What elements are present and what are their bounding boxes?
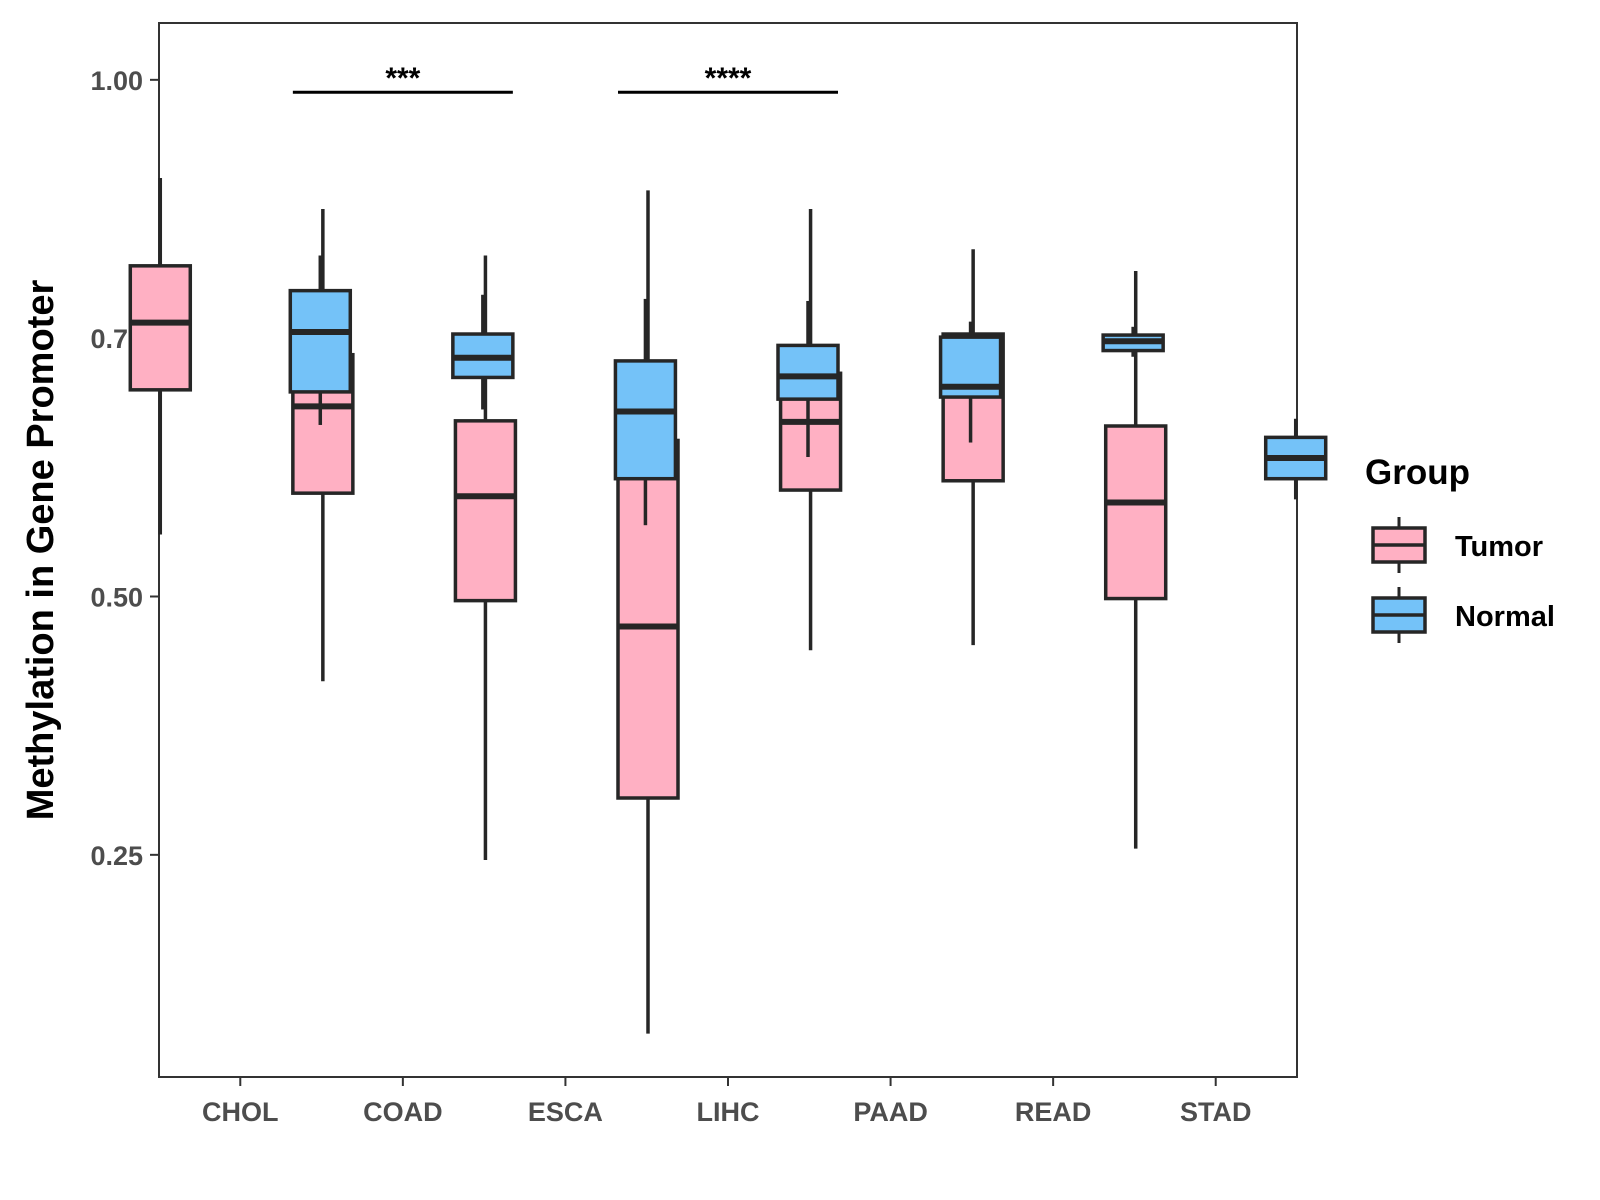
legend-title: Group [1365, 453, 1470, 492]
y-axis: 0.250.500.751.00 [90, 66, 159, 871]
legend-key-tumor [1371, 517, 1427, 573]
box-normal-esca [613, 298, 678, 526]
y-tick-label: 1.00 [90, 66, 143, 96]
box-tumor-chol [128, 178, 193, 535]
plot-area [128, 178, 1328, 1034]
box-tumor-lihc [616, 190, 680, 1034]
legend-label-tumor: Tumor [1455, 531, 1543, 563]
y-tick-label: 0.25 [90, 841, 143, 871]
box-body [288, 288, 353, 394]
significance-label: *** [385, 62, 420, 95]
box-body [1103, 424, 1168, 601]
x-tick-label: CHOL [202, 1097, 279, 1127]
x-tick-label: ESCA [528, 1097, 603, 1127]
legend: Group Tumor Normal [1365, 453, 1555, 643]
x-axis: CHOL COAD ESCA LIHC PAAD READ STAD [202, 1077, 1251, 1127]
box-normal-paad [938, 321, 1003, 443]
box-normal-coad [451, 294, 515, 410]
significance-label: **** [705, 62, 752, 95]
box-normal-chol [288, 255, 353, 425]
x-tick-label: PAAD [853, 1097, 928, 1127]
box-normal-lihc [776, 300, 840, 457]
y-axis-title: Methylation in Gene Promoter [20, 280, 62, 821]
box-body [128, 264, 193, 392]
box-normal-read [1101, 326, 1165, 357]
box-body [616, 438, 680, 800]
y-tick-label: 0.50 [90, 583, 143, 613]
box-normal-stad [1263, 418, 1328, 500]
box-body [453, 419, 518, 603]
legend-label-normal: Normal [1455, 601, 1555, 633]
legend-key-normal [1371, 587, 1427, 643]
box-body [613, 359, 678, 481]
box-body [776, 343, 840, 401]
significance-annotations: *** **** [292, 62, 838, 95]
x-tick-label: LIHC [697, 1097, 760, 1127]
x-tick-label: COAD [363, 1097, 443, 1127]
box-tumor-stad [1103, 271, 1168, 849]
x-tick-label: STAD [1180, 1097, 1252, 1127]
x-tick-label: READ [1015, 1097, 1092, 1127]
